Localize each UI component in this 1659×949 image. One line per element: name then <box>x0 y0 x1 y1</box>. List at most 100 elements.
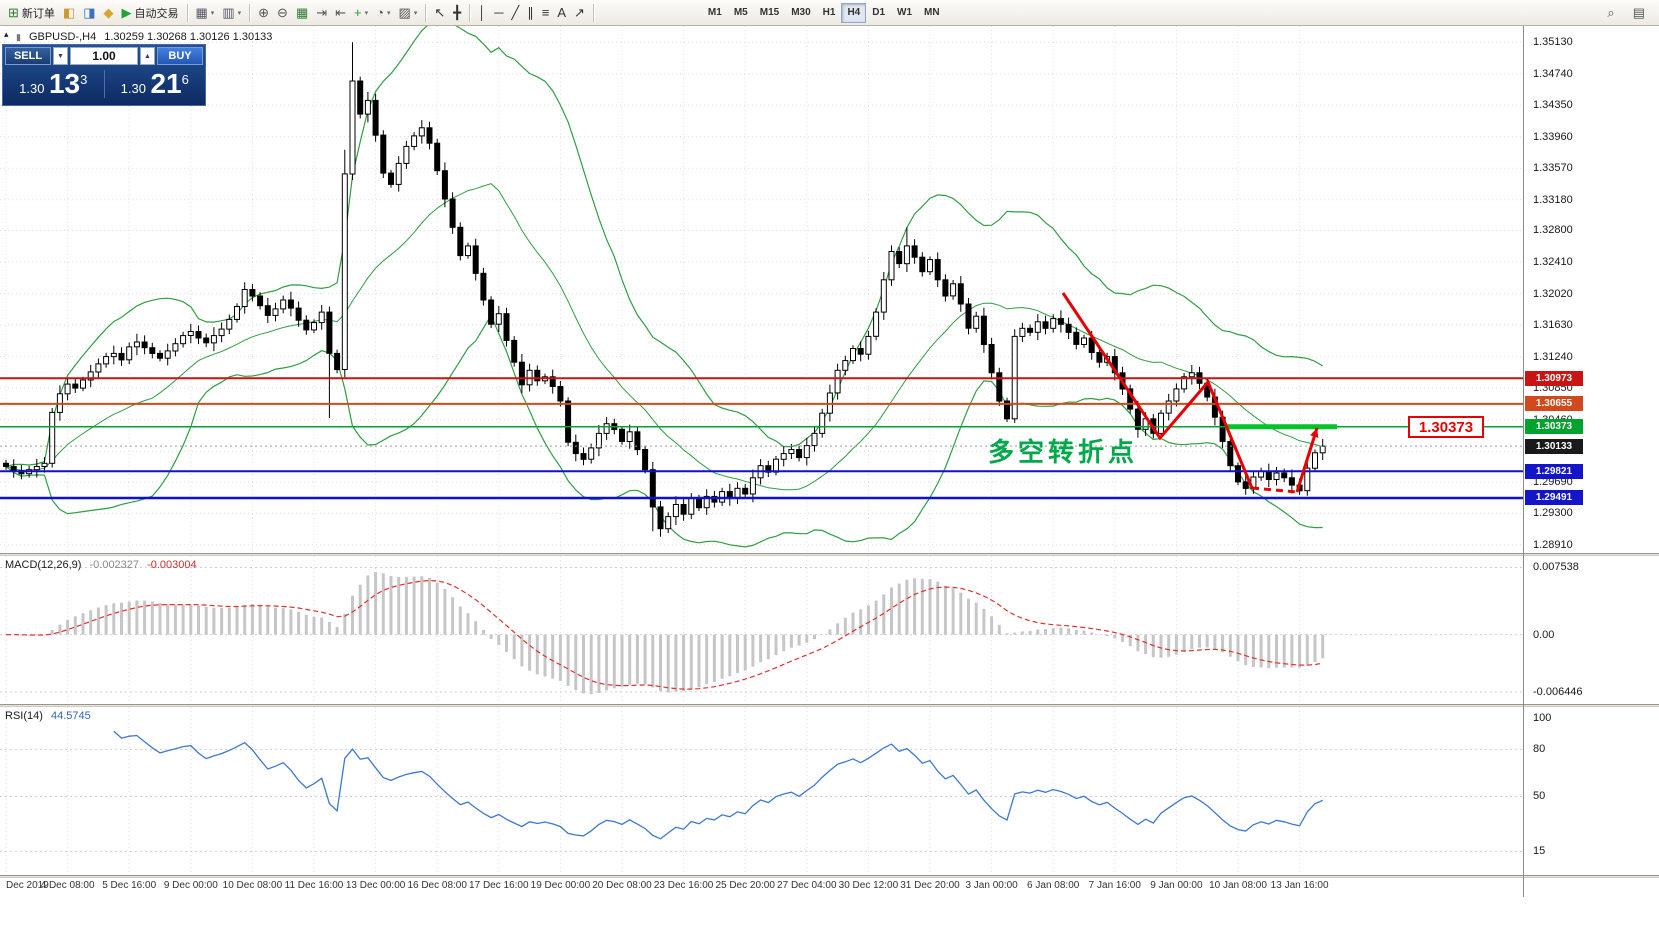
bollinger-lower <box>5 313 1323 548</box>
new-chart-button[interactable]: ▦ ▾ <box>192 2 219 24</box>
price-chart[interactable] <box>0 26 1523 553</box>
trend-arrow[interactable] <box>1061 292 1254 489</box>
volume-down-button[interactable]: ▼ <box>53 47 68 65</box>
candle <box>149 347 156 354</box>
trade-panel-toggle-icon[interactable]: ▴ <box>4 29 9 39</box>
auto-scroll-button[interactable]: ⇥ <box>312 2 331 24</box>
timeframe-group: M1 M5 M15 M30 H1 H4 D1 W1 MN <box>702 2 946 23</box>
candle <box>64 383 71 395</box>
strategy-tester-button[interactable]: ◨ <box>79 2 99 24</box>
buy-button[interactable]: BUY <box>157 47 203 65</box>
text-icon: A <box>557 5 567 20</box>
time-axis-label: 10 Dec 08:00 <box>222 880 283 891</box>
chart-window[interactable]: ▮ GBPUSD-,H4 1.30259 1.30268 1.30126 1.3… <box>0 26 1659 949</box>
volume-input[interactable]: 1.00 <box>70 47 138 65</box>
candle <box>295 307 302 321</box>
terminal-button[interactable]: ◧ <box>59 2 79 24</box>
price-axis-label: 1.31240 <box>1533 350 1573 363</box>
candle <box>264 305 271 316</box>
candle <box>318 311 325 324</box>
candle <box>1073 331 1080 345</box>
candle <box>210 335 217 344</box>
time-axis-label: 20 Dec 08:00 <box>592 880 652 891</box>
timeframe-m15-button[interactable]: M15 <box>754 3 785 23</box>
candle <box>873 311 880 337</box>
trend-arrow[interactable] <box>1295 427 1319 493</box>
buy-price-display[interactable]: 1.30 216 <box>105 70 206 98</box>
time-axis-label: 7 Jan 16:00 <box>1088 880 1141 891</box>
timeframe-d1-button[interactable]: D1 <box>866 3 891 23</box>
candle <box>495 313 502 325</box>
candle <box>749 477 756 495</box>
channel-button[interactable]: ∥ <box>523 2 538 24</box>
chevron-down-icon: ▾ <box>210 9 215 17</box>
candle <box>865 335 872 355</box>
cursor-button[interactable]: ↖ <box>430 2 449 24</box>
candle <box>226 318 233 330</box>
fibonacci-button[interactable]: ≡ <box>538 2 554 24</box>
profiles-icon: ▥ <box>222 5 235 20</box>
timeframe-m1-button[interactable]: M1 <box>702 3 728 23</box>
sell-price-display[interactable]: 1.30 133 <box>3 70 104 98</box>
data-window-button[interactable]: ▤ <box>1629 2 1649 24</box>
trendline-button[interactable]: ╱ <box>507 2 523 24</box>
panel-splitter[interactable] <box>0 875 1659 878</box>
timeframe-mn-button[interactable]: MN <box>918 3 946 23</box>
zoom-in-button[interactable]: ⊕ <box>254 2 273 24</box>
chevron-down-icon: ▼ <box>57 52 64 60</box>
candle <box>488 299 495 325</box>
candle <box>72 383 79 389</box>
time-axis[interactable]: Dec 2019 4 Dec 08:00 5 Dec 16:00 9 Dec 00:0… <box>0 878 1659 895</box>
price-axis-column[interactable]: 1.35130 1.34740 1.34350 1.33960 1.33570 1.331… <box>1523 26 1659 897</box>
candle <box>1173 388 1180 402</box>
arrows-button[interactable]: ↗ <box>570 2 589 24</box>
periods-button[interactable]: ◔ ▾ <box>372 2 394 24</box>
horizontal-line-button[interactable]: ─ <box>490 2 507 24</box>
price-tag: 1.29491 <box>1525 490 1583 506</box>
new-order-button[interactable]: ⊞ 新订单 <box>4 2 59 24</box>
candle <box>903 245 910 265</box>
candle <box>1281 472 1288 479</box>
vertical-line-button[interactable]: │ <box>474 2 490 24</box>
indicators-button[interactable]: + ▾ <box>350 2 372 24</box>
profiles-button[interactable]: ▥ ▾ <box>218 2 245 24</box>
macd-panel[interactable] <box>0 556 1523 704</box>
panel-splitter[interactable] <box>0 553 1659 556</box>
sell-button[interactable]: SELL <box>5 47 51 65</box>
timeframe-h1-button[interactable]: H1 <box>817 3 842 23</box>
candle <box>619 428 625 442</box>
timeframe-w1-button[interactable]: W1 <box>891 3 918 23</box>
volume-up-button[interactable]: ▲ <box>140 47 155 65</box>
timeframe-m5-button[interactable]: M5 <box>728 3 754 23</box>
templates-button[interactable]: ▨ ▾ <box>395 2 422 24</box>
rsi-panel[interactable] <box>0 707 1523 875</box>
timeframe-m30-button[interactable]: M30 <box>785 3 816 23</box>
candle <box>588 447 595 460</box>
timeframe-h4-button[interactable]: H4 <box>841 2 867 23</box>
time-axis-label: 31 Dec 20:00 <box>900 880 960 891</box>
candle <box>3 462 9 467</box>
candle <box>465 245 471 257</box>
zoom-out-button[interactable]: ⊖ <box>273 2 292 24</box>
search-button[interactable]: ⌕ <box>1603 2 1618 24</box>
crosshair-button[interactable]: ╋ <box>449 2 465 24</box>
candle <box>665 516 672 530</box>
candle <box>857 348 864 355</box>
price-callout[interactable]: 1.30373 <box>1408 416 1484 438</box>
chart-note[interactable]: 多空转折点 <box>988 437 1139 467</box>
time-axis-label: 13 Dec 00:00 <box>345 880 406 891</box>
candle <box>249 289 256 297</box>
time-axis-label: Dec 2019 <box>6 880 49 891</box>
trend-arrow-dashed[interactable] <box>1251 486 1298 494</box>
chart-shift-button[interactable]: ⇤ <box>331 2 350 24</box>
candle <box>133 341 140 348</box>
metaeditor-button[interactable]: ◆ <box>100 2 118 24</box>
text-button[interactable]: A <box>553 2 570 24</box>
time-axis-label: 30 Dec 12:00 <box>838 880 899 891</box>
tile-windows-button[interactable]: ▦ <box>292 2 312 24</box>
autotrading-button[interactable]: ▶ 自动交易 <box>118 2 183 24</box>
candle <box>287 299 294 309</box>
panel-splitter[interactable] <box>0 704 1659 707</box>
candle <box>334 352 341 371</box>
price-tag: 1.30973 <box>1525 370 1583 386</box>
